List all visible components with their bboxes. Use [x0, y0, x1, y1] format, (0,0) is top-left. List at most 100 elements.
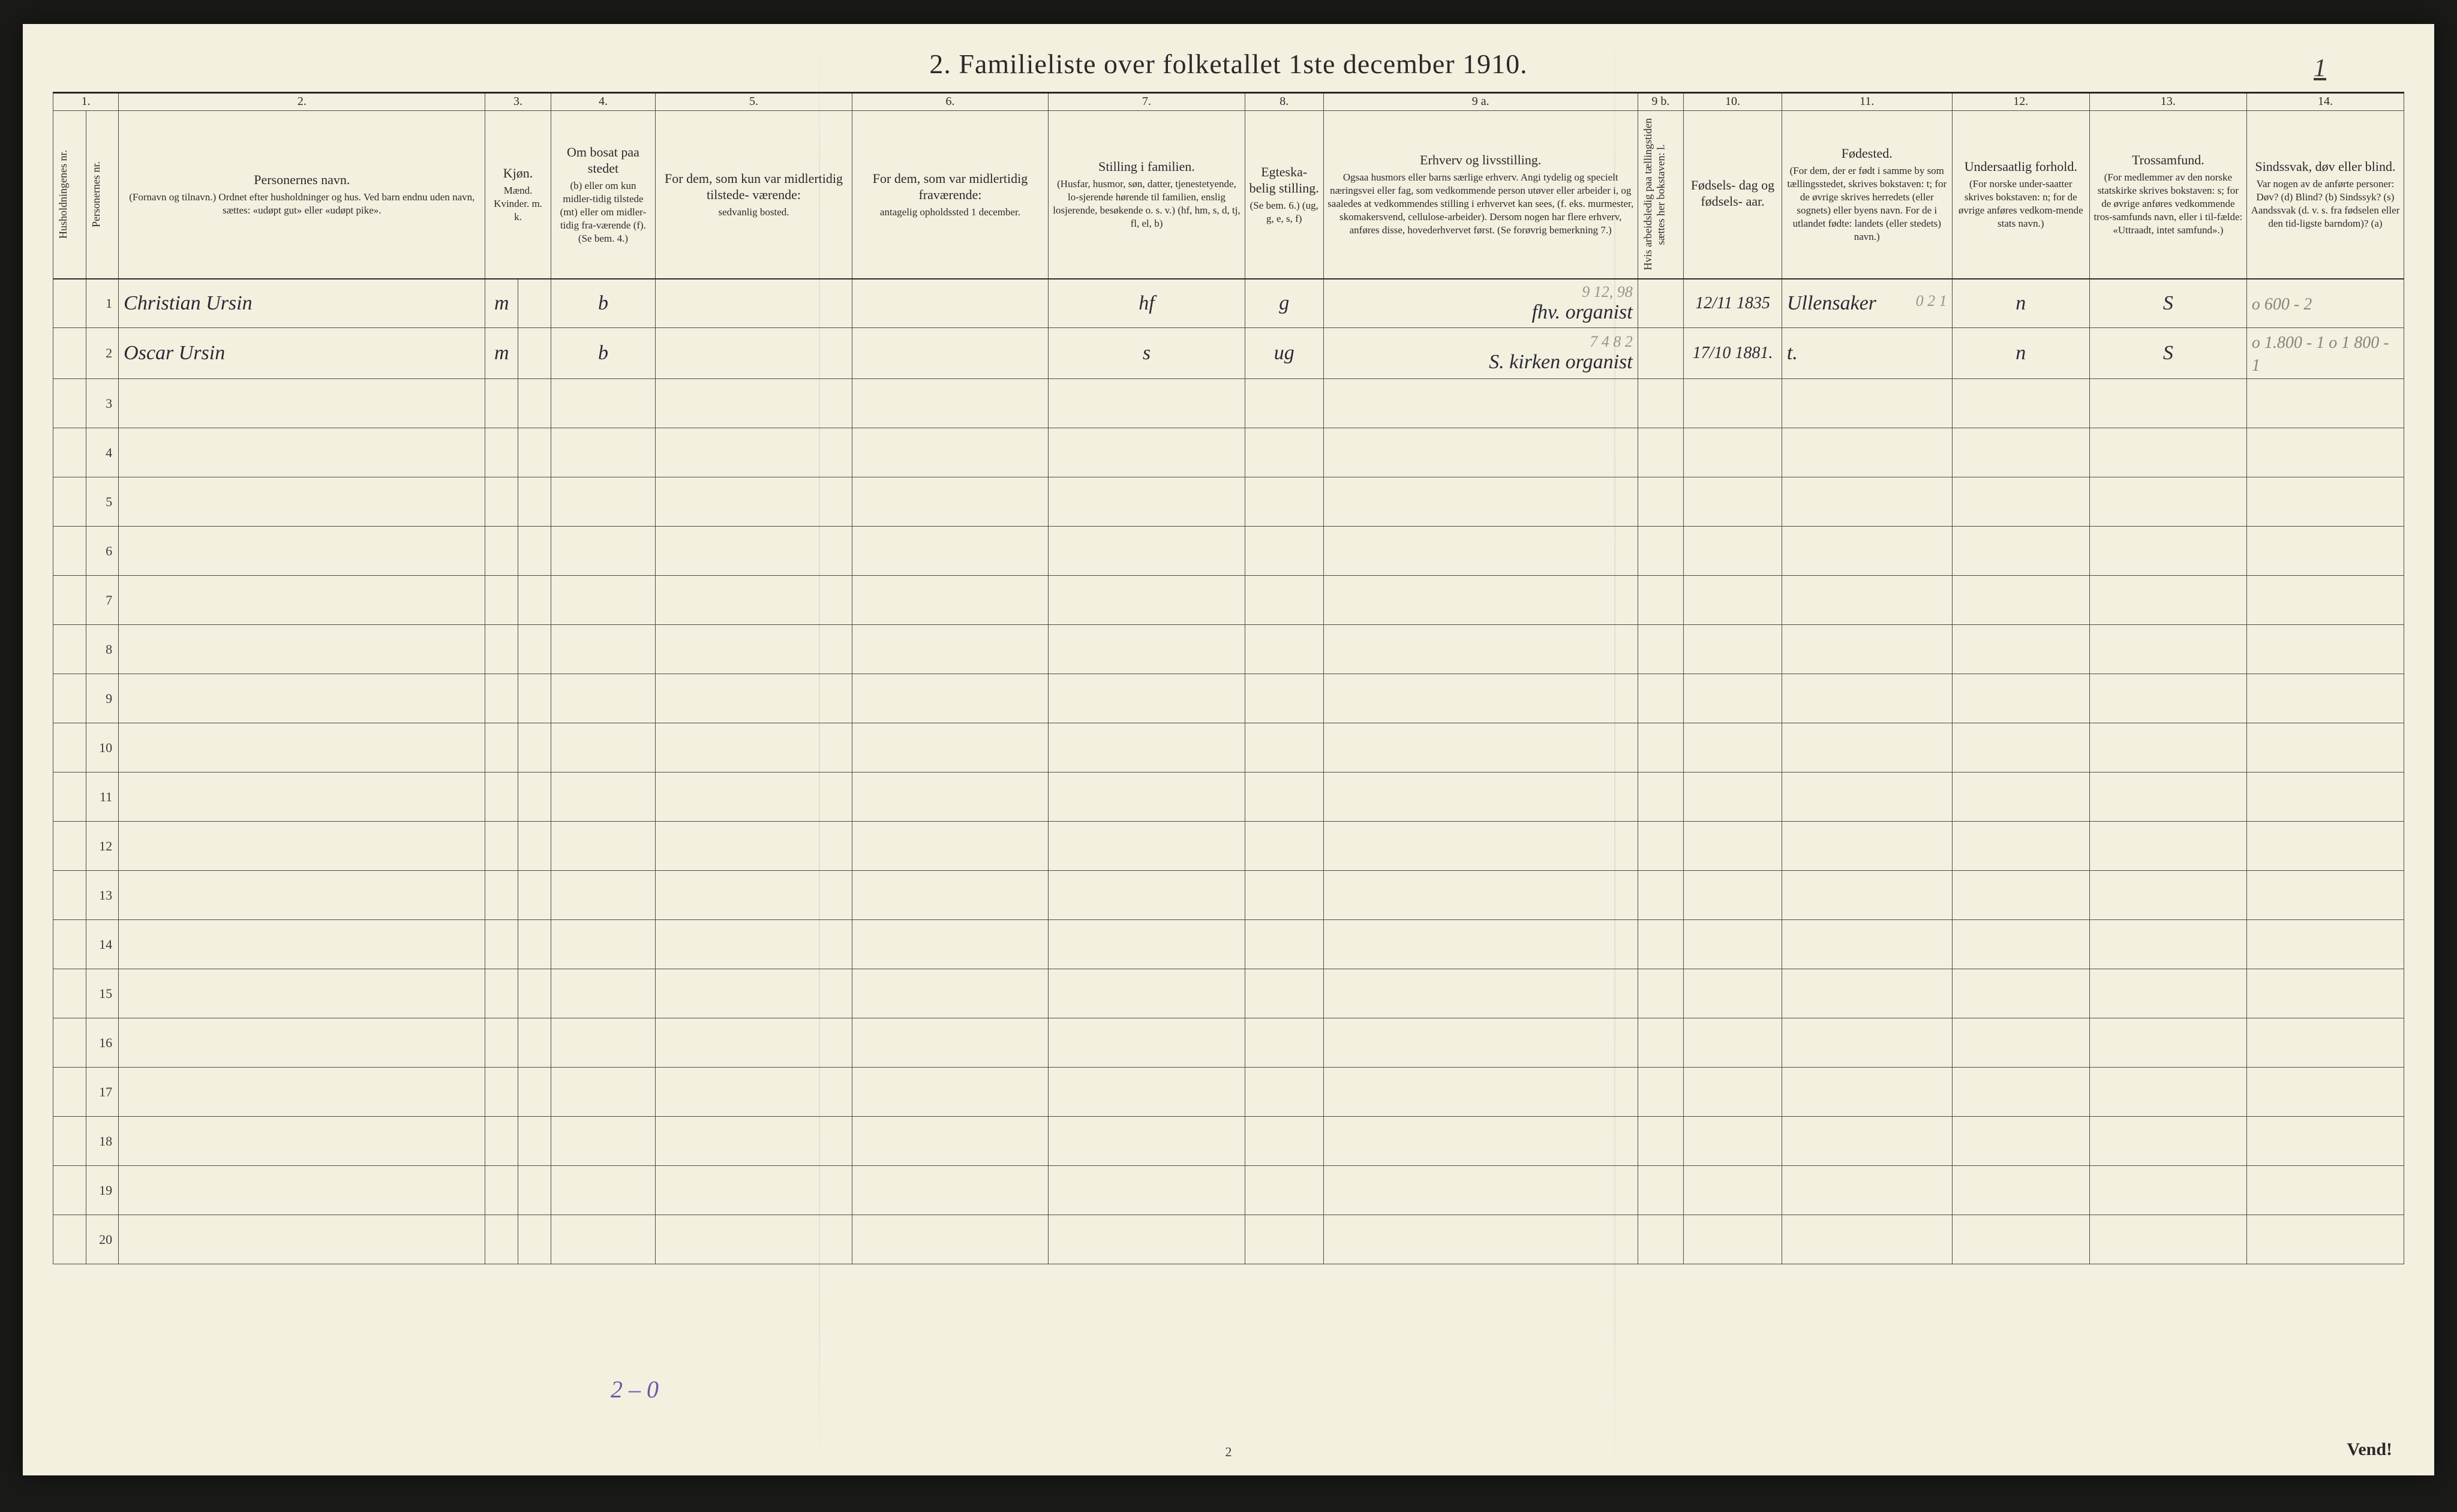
empty-cell — [1684, 1166, 1782, 1215]
empty-cell — [852, 527, 1048, 576]
empty-cell — [518, 969, 551, 1018]
empty-cell — [656, 822, 852, 871]
empty-cell — [1049, 1018, 1245, 1068]
empty-cell — [1952, 969, 2089, 1018]
empty-cell — [518, 1166, 551, 1215]
household-cell — [53, 428, 86, 477]
name-cell: Oscar Ursin — [119, 328, 485, 379]
tros-cell: S — [2089, 328, 2246, 379]
empty-cell — [518, 822, 551, 871]
empty-cell — [1952, 1117, 2089, 1166]
person-nr-cell: 3 — [86, 379, 119, 428]
table-row-empty: 14 — [53, 920, 2404, 969]
empty-cell — [2089, 1117, 2246, 1166]
empty-cell — [485, 477, 518, 527]
empty-cell — [1245, 1215, 1323, 1264]
empty-cell — [1782, 1068, 1952, 1117]
census-table: 1. 2. 3. 4. 5. 6. 7. 8. 9 a. 9 b. 10. 11… — [53, 92, 2404, 1264]
colnum-9b: 9 b. — [1638, 93, 1683, 111]
fodested-cell: 0 2 1Ullensaker — [1782, 279, 1952, 328]
empty-cell — [1952, 625, 2089, 674]
colnum-8: 8. — [1245, 93, 1323, 111]
empty-cell — [1952, 428, 2089, 477]
empty-cell — [551, 1068, 656, 1117]
empty-cell — [119, 674, 485, 723]
empty-cell — [1049, 379, 1245, 428]
empty-cell — [1952, 772, 2089, 822]
fodested-cell: t. — [1782, 328, 1952, 379]
empty-cell — [551, 674, 656, 723]
midl-fravaer-cell — [852, 279, 1048, 328]
empty-cell — [1782, 576, 1952, 625]
empty-cell — [2089, 969, 2246, 1018]
empty-cell — [551, 428, 656, 477]
empty-cell — [1245, 1117, 1323, 1166]
empty-cell — [1684, 822, 1782, 871]
tros-cell: S — [2089, 279, 2246, 328]
table-row-empty: 19 — [53, 1166, 2404, 1215]
person-nr-cell: 12 — [86, 822, 119, 871]
colnum-2: 2. — [119, 93, 485, 111]
midl-tilstede-cell — [656, 279, 852, 328]
empty-cell — [656, 1018, 852, 1068]
empty-cell — [2089, 920, 2246, 969]
empty-cell — [1782, 527, 1952, 576]
person-nr-cell: 14 — [86, 920, 119, 969]
empty-cell — [485, 674, 518, 723]
arbeidsledig-cell — [1638, 279, 1683, 328]
empty-cell — [1049, 871, 1245, 920]
header-trossamfund: Trossamfund. (For medlemmer av den norsk… — [2089, 111, 2246, 279]
empty-cell — [2246, 576, 2404, 625]
empty-cell — [1684, 576, 1782, 625]
empty-cell — [1245, 1068, 1323, 1117]
header-erhverv: Erhverv og livsstilling. Ogsaa husmors e… — [1323, 111, 1638, 279]
table-header: 1. 2. 3. 4. 5. 6. 7. 8. 9 a. 9 b. 10. 11… — [53, 93, 2404, 279]
empty-cell — [1684, 674, 1782, 723]
empty-cell — [119, 969, 485, 1018]
empty-cell — [852, 822, 1048, 871]
empty-cell — [1638, 969, 1683, 1018]
empty-cell — [485, 625, 518, 674]
empty-cell — [2246, 674, 2404, 723]
empty-cell — [1245, 674, 1323, 723]
person-nr-cell: 5 — [86, 477, 119, 527]
empty-cell — [1049, 527, 1245, 576]
table-row-empty: 9 — [53, 674, 2404, 723]
empty-cell — [656, 1215, 852, 1264]
empty-cell — [1323, 674, 1638, 723]
empty-cell — [551, 625, 656, 674]
empty-cell — [2246, 969, 2404, 1018]
empty-cell — [119, 1166, 485, 1215]
empty-cell — [2246, 1117, 2404, 1166]
table-row-empty: 18 — [53, 1117, 2404, 1166]
header-household-nr: Husholdningenes nr. — [53, 111, 86, 279]
household-cell — [53, 871, 86, 920]
empty-cell — [1952, 1215, 2089, 1264]
empty-cell — [119, 822, 485, 871]
empty-cell — [1782, 1166, 1952, 1215]
empty-cell — [852, 871, 1048, 920]
empty-cell — [518, 576, 551, 625]
empty-cell — [1323, 379, 1638, 428]
empty-cell — [1952, 920, 2089, 969]
colnum-4: 4. — [551, 93, 656, 111]
empty-cell — [852, 969, 1048, 1018]
empty-cell — [119, 1117, 485, 1166]
empty-cell — [551, 822, 656, 871]
empty-cell — [1049, 674, 1245, 723]
empty-cell — [119, 428, 485, 477]
fodsel-cell: 17/10 1881. — [1684, 328, 1782, 379]
person-nr-cell: 17 — [86, 1068, 119, 1117]
empty-cell — [852, 625, 1048, 674]
empty-cell — [852, 428, 1048, 477]
empty-cell — [2246, 625, 2404, 674]
empty-cell — [1323, 1166, 1638, 1215]
empty-cell — [551, 772, 656, 822]
household-cell — [53, 576, 86, 625]
header-undersaat: Undersaatlig forhold. (For norske under-… — [1952, 111, 2089, 279]
empty-cell — [119, 625, 485, 674]
table-row-empty: 6 — [53, 527, 2404, 576]
empty-cell — [1049, 477, 1245, 527]
empty-cell — [1049, 822, 1245, 871]
household-cell — [53, 527, 86, 576]
